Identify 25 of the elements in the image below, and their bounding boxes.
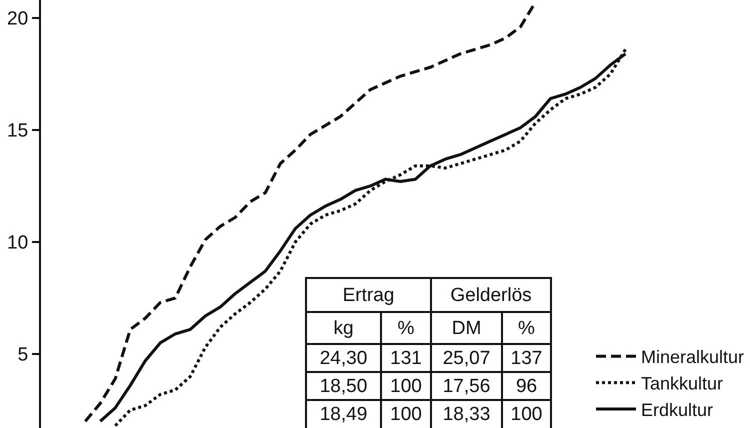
annotation: 18,50 bbox=[306, 372, 381, 400]
annotation: Gelderlös bbox=[431, 278, 552, 312]
annotation: % bbox=[502, 312, 552, 344]
annotation: 131 bbox=[381, 344, 431, 372]
legend-label: Mineralkultur bbox=[641, 347, 744, 368]
annotation: 100 bbox=[381, 372, 431, 400]
annotation: 17,56 bbox=[431, 372, 502, 400]
annotation: 100 bbox=[381, 400, 431, 428]
legend-label: Erdkultur bbox=[641, 400, 714, 420]
annotation: 137 bbox=[502, 344, 552, 372]
annotation: % bbox=[381, 312, 431, 344]
y-tick-label: 10 bbox=[7, 232, 28, 254]
annotation: 100 bbox=[502, 400, 552, 428]
annotation: DM bbox=[431, 312, 502, 344]
annotation: Ertrag bbox=[306, 278, 431, 312]
annotation: 25,07 bbox=[431, 344, 502, 372]
annotation: 24,30 bbox=[306, 344, 381, 372]
legend-label: Tankkultur bbox=[641, 374, 724, 394]
annotation: 18,33 bbox=[431, 400, 502, 428]
y-tick-label: 20 bbox=[7, 8, 28, 30]
annotation: 18,49 bbox=[306, 400, 381, 428]
y-tick-label: 15 bbox=[7, 120, 28, 142]
y-tick-label: 5 bbox=[18, 344, 28, 366]
annotation: kg bbox=[306, 312, 381, 344]
annotation: 96 bbox=[502, 372, 552, 400]
